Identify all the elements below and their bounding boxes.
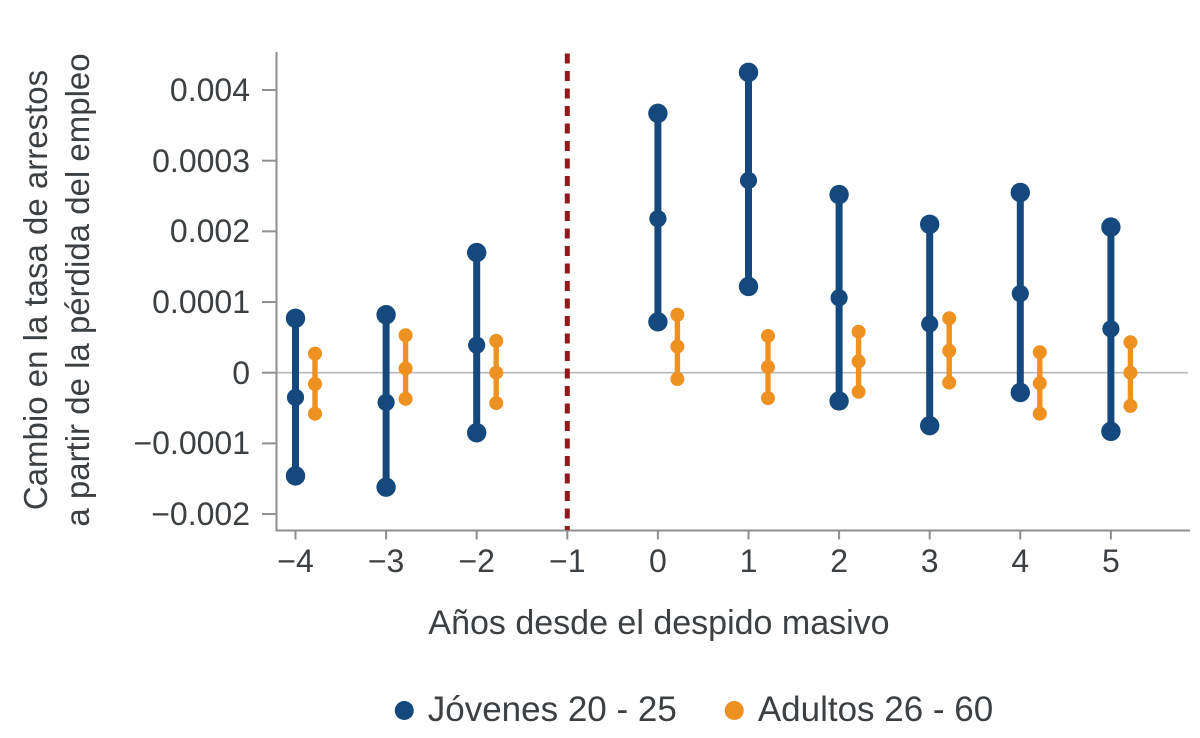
data-point-mid — [286, 388, 305, 407]
data-point-mid — [851, 354, 866, 369]
data-point-lower — [489, 396, 504, 411]
y-tick-label: 0.004 — [169, 72, 250, 109]
data-point-upper — [1101, 217, 1121, 237]
data-point-upper — [670, 307, 685, 322]
data-point-upper — [376, 305, 396, 325]
x-tick-label: −2 — [458, 543, 495, 579]
data-point-mid — [398, 361, 413, 376]
legend-item-label: Adultos 26 - 60 — [757, 690, 994, 729]
data-point-upper — [1010, 182, 1030, 203]
data-point-upper — [851, 324, 866, 339]
legend: Jóvenes 20 - 25 Adultos 26 - 60 — [394, 690, 994, 730]
x-tick-label: −1 — [549, 543, 586, 579]
data-point-mid — [830, 289, 848, 307]
data-point-mid — [761, 360, 775, 375]
data-point-lower — [648, 312, 668, 332]
data-point-mid — [1032, 376, 1047, 391]
data-point-upper — [942, 311, 957, 326]
data-point-mid — [921, 315, 939, 333]
data-point-upper — [738, 62, 759, 83]
data-point-lower — [398, 391, 413, 406]
data-point-lower — [670, 372, 685, 387]
x-tick-label: 0 — [648, 543, 667, 579]
data-point-upper — [398, 328, 413, 343]
data-point-mid — [1102, 320, 1120, 338]
data-point-lower — [920, 416, 940, 436]
data-point-lower — [1032, 406, 1047, 421]
data-point-upper — [648, 103, 668, 124]
y-tick-label: −0.002 — [151, 496, 250, 533]
data-point-mid — [670, 339, 685, 354]
x-tick-label: 1 — [739, 543, 758, 579]
data-point-lower — [761, 391, 775, 406]
data-point-lower — [942, 375, 957, 390]
y-tick-label: 0.002 — [169, 213, 250, 250]
data-point-upper — [1123, 335, 1138, 350]
y-tick-label: 0 — [232, 354, 250, 391]
y-tick-label: 0.0001 — [152, 284, 250, 321]
y-tick-label: −0.0001 — [133, 425, 250, 462]
data-point-upper — [308, 346, 322, 361]
data-point-upper — [1032, 345, 1047, 360]
data-point-mid — [1011, 284, 1029, 303]
x-tick-label: 5 — [1101, 543, 1120, 579]
data-point-lower — [829, 391, 849, 411]
legend-item-label: Jóvenes 20 - 25 — [427, 690, 677, 729]
data-point-lower — [1101, 421, 1121, 442]
y-tick-label: 0.0003 — [152, 142, 250, 179]
legend-circle-icon — [394, 700, 414, 720]
data-point-lower — [1123, 398, 1138, 413]
data-point-mid — [489, 365, 504, 380]
x-tick-label: 2 — [830, 543, 848, 579]
legend-item: Jóvenes 20 - 25 — [394, 690, 677, 730]
x-tick-label: 3 — [920, 543, 939, 579]
data-point-mid — [308, 377, 322, 392]
data-point-lower — [308, 406, 322, 421]
data-point-mid — [377, 393, 395, 411]
x-axis-title: Años desde el despido masivo — [428, 604, 890, 642]
data-point-mid — [649, 210, 667, 228]
data-point-mid — [468, 336, 486, 354]
data-point-lower — [738, 276, 759, 297]
x-tick-label: 4 — [1011, 543, 1030, 579]
x-tick-label: −3 — [367, 543, 405, 579]
data-point-upper — [829, 184, 849, 205]
data-point-lower — [851, 384, 866, 399]
data-point-lower — [285, 466, 306, 486]
data-point-lower — [467, 423, 487, 443]
legend-item: Adultos 26 - 60 — [724, 690, 994, 730]
data-point-upper — [285, 308, 306, 328]
data-point-mid — [942, 343, 957, 358]
data-point-lower — [1010, 382, 1030, 403]
data-point-upper — [761, 328, 775, 343]
data-point-upper — [920, 214, 940, 234]
data-point-lower — [376, 477, 396, 497]
data-point-upper — [489, 333, 504, 348]
data-point-mid — [1123, 365, 1138, 380]
data-point-mid — [739, 171, 758, 190]
x-tick-label: −4 — [277, 543, 314, 579]
data-point-upper — [467, 242, 487, 263]
legend-circle-icon — [724, 700, 744, 720]
